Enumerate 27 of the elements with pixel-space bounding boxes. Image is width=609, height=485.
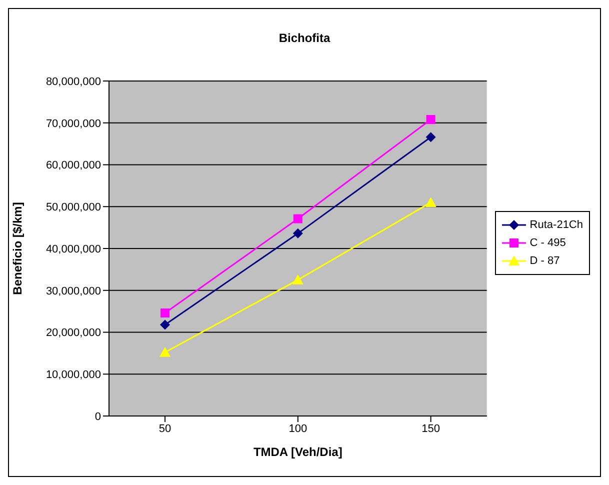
- legend-label: D - 87: [530, 254, 560, 266]
- x-axis-title: TMDA [Veh/Dia]: [253, 445, 342, 459]
- point: [160, 320, 170, 330]
- y-tick-label: 70,000,000: [46, 118, 101, 130]
- y-tick-label: 40,000,000: [46, 243, 101, 256]
- point: [425, 196, 436, 207]
- x-tick-label: 50: [158, 422, 172, 435]
- point: [160, 308, 170, 318]
- point: [292, 274, 304, 284]
- legend-label: C - 495: [530, 236, 566, 248]
- y-tick-label: 20,000,000: [46, 327, 101, 340]
- y-tick-label: 80,000,000: [46, 76, 101, 88]
- chart-title: Bichofita: [278, 31, 332, 45]
- x-tick-label: 100: [288, 422, 308, 435]
- y-tick-label: 50,000,000: [46, 202, 101, 214]
- point: [293, 214, 302, 224]
- y-axis-title: Beneficio [$/km]: [10, 202, 24, 295]
- legend-label: Ruta-21Ch: [530, 218, 583, 230]
- point: [160, 346, 170, 357]
- point: [292, 228, 303, 238]
- point: [426, 132, 436, 142]
- y-tick-label: 30,000,000: [46, 285, 101, 298]
- point: [426, 115, 436, 124]
- y-tick-label: 10,000,000: [46, 369, 101, 382]
- y-tick-label: 60,000,000: [46, 160, 101, 172]
- x-tick-label: 150: [422, 422, 440, 435]
- y-tick-label: 0: [94, 410, 101, 423]
